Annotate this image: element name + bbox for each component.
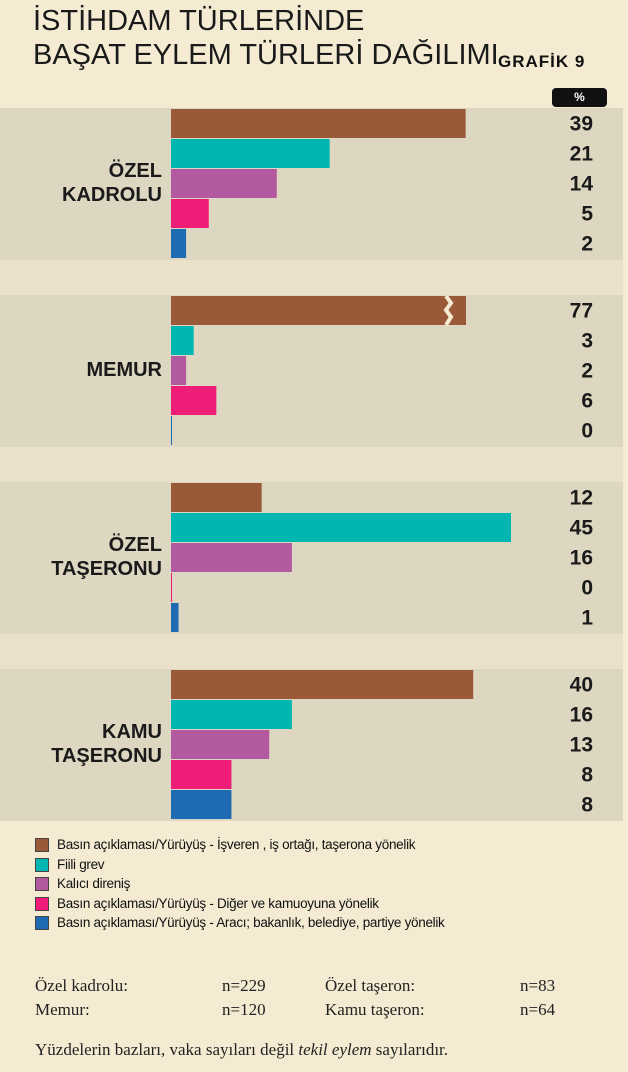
sample-size: n=64 [520, 1000, 556, 1019]
category-label: KAMU TAŞERONU [51, 721, 162, 767]
legend-label: Fiili grev [57, 856, 105, 872]
bar [171, 229, 187, 258]
sample-size: Özel kadrolu: [35, 976, 128, 995]
bar [171, 573, 172, 602]
value-label: 8 [581, 764, 593, 787]
value-label: 6 [581, 390, 593, 413]
bar [171, 513, 511, 542]
bar [171, 169, 277, 198]
bar [171, 386, 217, 415]
value-label: 13 [570, 734, 593, 757]
figure-label: GRAFİK 9 [498, 52, 586, 71]
bar [171, 109, 466, 138]
value-label: 16 [570, 547, 593, 570]
category-label: MEMUR [86, 359, 162, 381]
bar [171, 790, 232, 819]
bar [171, 700, 292, 729]
footnote: Yüzdelerin bazları, vaka sayıları değil … [35, 1040, 448, 1060]
value-label: 45 [570, 517, 594, 540]
legend-swatch [35, 896, 49, 911]
value-label: 5 [581, 203, 593, 226]
bar [171, 416, 172, 445]
bar [171, 326, 194, 355]
bar [171, 543, 292, 572]
value-label: 14 [570, 173, 594, 196]
footnote-text: sayılarıdır. [371, 1040, 449, 1059]
legend-swatch [35, 838, 49, 852]
value-label: 3 [581, 330, 593, 353]
bar [171, 483, 262, 512]
bar [171, 730, 270, 759]
bar [171, 670, 474, 699]
footnote-text: Yüzdelerin bazları, vaka sayıları değil [35, 1040, 299, 1059]
legend-swatch [35, 857, 49, 872]
sample-size: Kamu taşeron: [325, 1000, 425, 1019]
group-gap [0, 260, 623, 295]
group-panel [0, 482, 623, 634]
legend-label: Kalıcı direniş [57, 876, 131, 891]
group-gap [0, 634, 623, 669]
sample-size: n=120 [222, 1000, 266, 1019]
sample-size: n=229 [222, 976, 266, 995]
value-label: 40 [570, 674, 593, 697]
value-label: 12 [570, 487, 593, 510]
value-label: 21 [570, 143, 594, 166]
footnote-italic: tekil eylem [298, 1040, 372, 1059]
value-label: 16 [570, 704, 593, 727]
chart: % 39 21 14 5 2 77 3 2 6 0 12 45 16 0 1 40 16 13 8 8 [0, 88, 623, 821]
unit-box [552, 88, 607, 107]
break-mark [443, 294, 454, 327]
sample-size: Memur: [35, 1000, 90, 1019]
bar [171, 603, 179, 632]
value-label: 8 [581, 794, 593, 817]
chart-title: İSTİHDAM TÜRLERİNDE BAŞAT EYLEM TÜRLERİ … [33, 5, 499, 71]
group-gap [0, 447, 623, 482]
unit-label: % [574, 90, 585, 104]
value-label: 77 [570, 300, 593, 323]
sample-size: n=83 [520, 976, 556, 995]
value-label: 1 [581, 607, 593, 630]
value-label: 0 [581, 420, 593, 443]
bar [171, 760, 232, 789]
category-label: ÖZEL TAŞERONU [51, 534, 162, 580]
value-label: 2 [581, 233, 593, 256]
category-label: ÖZEL KADROLU [62, 160, 162, 206]
legend-label: Basın açıklaması/Yürüyüş - Aracı; bakanl… [57, 915, 445, 930]
bar [171, 356, 187, 385]
legend-label: Basın açıklaması/Yürüyüş - Diğer ve kamu… [57, 895, 379, 911]
value-label: 39 [570, 113, 593, 136]
legend-swatch [35, 877, 49, 891]
bar [171, 139, 330, 168]
bar [171, 296, 466, 325]
legend-swatch [35, 916, 49, 930]
value-label: 0 [581, 577, 593, 600]
legend-label: Basın açıklaması/Yürüyüş - İşveren , iş … [57, 837, 416, 852]
bar [171, 199, 209, 228]
value-label: 2 [581, 360, 593, 383]
sample-size: Özel taşeron: [325, 976, 416, 995]
